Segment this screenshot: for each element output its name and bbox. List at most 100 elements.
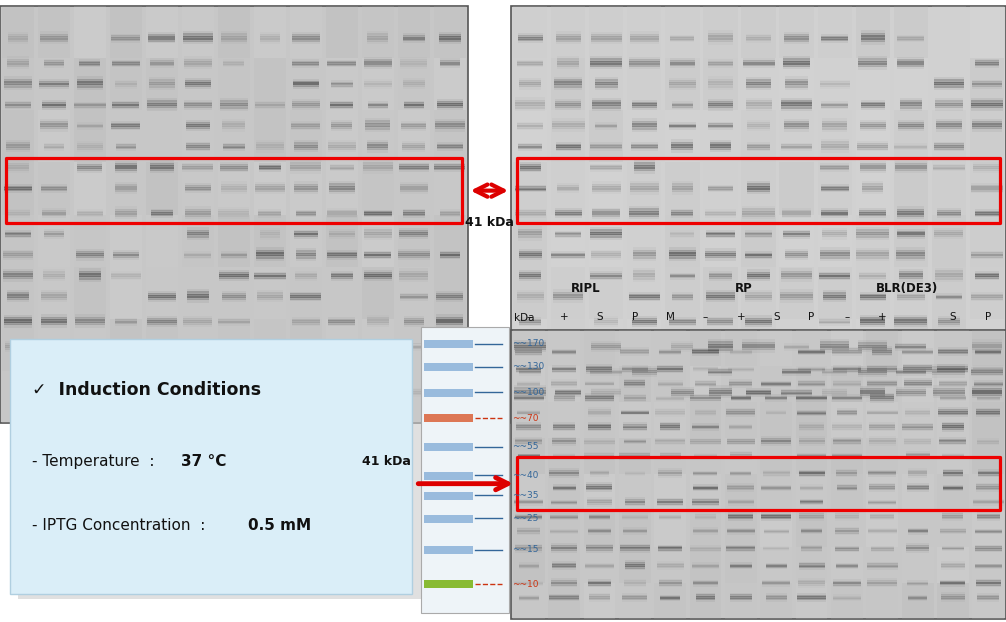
Bar [519,271,541,274]
Bar [624,578,646,581]
Bar [692,348,719,350]
Bar [823,368,847,370]
Bar [79,59,101,62]
Bar [621,414,649,415]
Bar [818,371,852,423]
Bar [630,188,659,192]
Bar [116,83,137,85]
Bar [745,233,772,236]
Bar [971,297,1003,300]
Bar [553,429,575,432]
Bar [761,330,792,366]
Bar [799,440,825,442]
Bar [328,61,356,63]
Bar [220,251,247,253]
Bar [932,58,966,111]
Bar [746,390,771,392]
Bar [937,438,969,474]
Bar [974,385,1003,387]
Bar [798,369,826,371]
Bar [763,475,790,477]
Bar [43,386,64,389]
Bar [75,253,105,256]
Bar [116,147,136,149]
Bar [513,319,547,371]
Bar [403,86,425,89]
Bar [403,391,424,394]
Bar [110,58,142,111]
Text: ~~70: ~~70 [512,414,538,422]
Bar [665,215,699,267]
Bar [940,397,966,399]
Bar [933,371,966,376]
Bar [781,146,813,148]
Bar [831,583,863,619]
Bar [425,443,473,451]
Bar [872,346,892,349]
Bar [665,58,699,111]
Bar [940,532,966,534]
Bar [625,473,645,474]
Bar [745,324,772,327]
Bar [782,215,811,218]
Bar [623,527,647,529]
Bar [696,594,715,597]
Bar [897,37,925,40]
Bar [742,63,775,67]
Bar [622,514,648,516]
Bar [551,256,584,258]
Bar [935,107,963,111]
Bar [631,147,658,149]
Bar [366,341,389,346]
Bar [583,366,616,402]
Text: 41 kDa: 41 kDa [465,215,514,228]
Bar [440,63,460,67]
Bar [632,316,657,319]
Bar [223,369,244,373]
Bar [689,438,721,474]
Bar [665,6,699,58]
Bar [553,297,582,300]
Bar [256,255,284,259]
Bar [725,402,757,438]
Bar [973,330,1004,366]
Bar [113,104,140,106]
Bar [708,371,732,373]
Bar [439,349,461,353]
Bar [222,121,245,125]
Bar [517,457,540,458]
Bar [860,128,886,131]
Bar [184,105,211,108]
Bar [590,6,624,58]
Bar [592,188,621,192]
Bar [867,563,897,565]
Bar [435,166,465,169]
Bar [7,58,28,62]
Bar [857,143,888,146]
Bar [517,294,543,298]
Bar [692,499,719,501]
Bar [726,411,756,414]
Bar [589,412,611,415]
Bar [592,186,621,190]
Bar [514,187,545,190]
Bar [260,389,281,391]
Bar [3,269,32,272]
Bar [671,142,693,146]
Bar [402,149,426,152]
Bar [731,399,750,401]
Bar [632,101,657,104]
Bar [627,6,661,58]
Bar [223,147,244,149]
Bar [182,371,214,423]
Bar [115,184,137,188]
Bar [400,182,428,185]
Bar [832,457,862,459]
Bar [327,213,357,216]
Bar [938,316,960,319]
Bar [894,170,927,173]
Bar [940,529,966,530]
Bar [551,440,576,442]
Bar [899,98,921,101]
Bar [592,341,622,345]
